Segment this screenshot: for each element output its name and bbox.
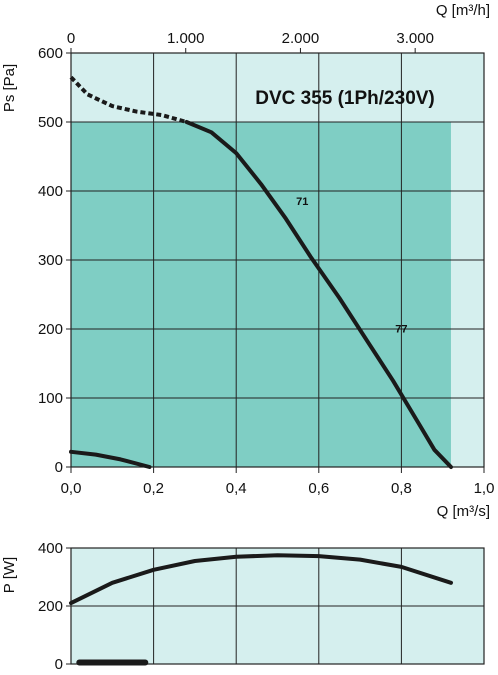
x-tick-label: 0,0	[61, 480, 82, 497]
top-axis-label: Q [m³/h]	[436, 2, 490, 19]
y-tick-label: 0	[55, 459, 63, 476]
x-tick-label: 0,6	[308, 480, 329, 497]
y-axis-label: Ps [Pa]	[1, 64, 18, 112]
x-tick-label: 0,4	[226, 480, 247, 497]
y-tick-label: 200	[38, 321, 63, 338]
y-tick-label: 200	[38, 598, 63, 615]
y-tick-label: 0	[55, 656, 63, 670]
pressure-curve-2	[69, 449, 152, 469]
y-tick-label: 400	[38, 183, 63, 200]
pressure-curve-0	[69, 75, 188, 124]
power-plot: 0 200 400 P [W]	[1, 540, 485, 673]
top-tick-label: 2.000	[282, 30, 320, 47]
y-tick-label: 400	[38, 540, 63, 557]
chart-title: DVC 355 (1Ph/230V)	[255, 88, 435, 109]
x-tick-label: 1,0	[474, 480, 495, 497]
curve-annotation: 77	[395, 323, 407, 335]
y-tick-label: 500	[38, 114, 63, 131]
y-axis-label: P [W]	[1, 557, 18, 593]
top-tick-label: 1.000	[167, 30, 205, 47]
curve-annotation: 71	[296, 196, 308, 208]
y-tick-label: 600	[38, 45, 63, 62]
top-tick-label: 3.000	[396, 30, 434, 47]
power-curve-0	[69, 553, 453, 606]
x-tick-label: 0,2	[143, 480, 164, 497]
pressure-curve-1	[184, 120, 453, 469]
plot-frame	[70, 547, 485, 665]
x-axis-label: Q [m³/s]	[437, 503, 490, 520]
x-tick-label: 0,8	[391, 480, 412, 497]
y-tick-label: 100	[38, 390, 63, 407]
top-tick-label: 0	[67, 30, 75, 47]
operating-area	[71, 122, 451, 467]
y-tick-label: 300	[38, 252, 63, 269]
